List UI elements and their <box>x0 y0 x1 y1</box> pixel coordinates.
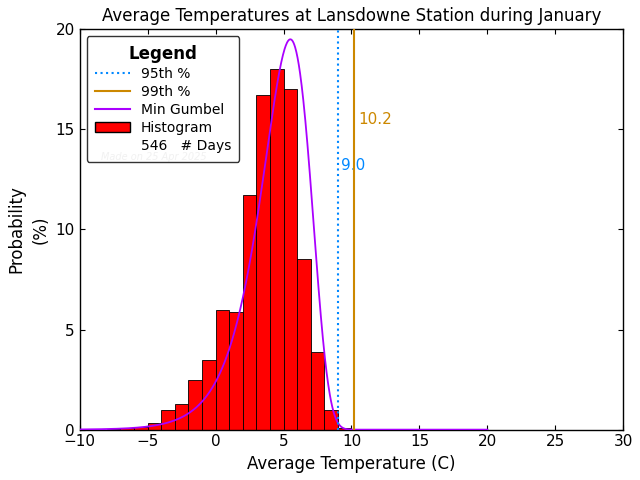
Bar <box>175 404 188 430</box>
Bar <box>188 380 202 430</box>
Bar <box>297 260 310 430</box>
Text: 9.0: 9.0 <box>340 158 365 173</box>
Bar <box>270 69 284 430</box>
Bar <box>216 310 229 430</box>
Bar <box>202 360 216 430</box>
Bar <box>243 195 257 430</box>
Bar <box>310 351 324 430</box>
Text: 10.2: 10.2 <box>358 112 392 127</box>
Bar <box>324 409 338 430</box>
Bar <box>120 428 134 430</box>
Bar <box>229 312 243 430</box>
Bar <box>257 96 270 430</box>
Text: Made on 25 Apr 2025: Made on 25 Apr 2025 <box>101 152 207 162</box>
Title: Average Temperatures at Lansdowne Station during January: Average Temperatures at Lansdowne Statio… <box>102 7 601 25</box>
Y-axis label: Probability
(%): Probability (%) <box>7 186 50 274</box>
Bar <box>284 89 297 430</box>
Bar <box>338 428 351 430</box>
Bar <box>134 427 148 430</box>
Bar <box>107 429 120 430</box>
X-axis label: Average Temperature (C): Average Temperature (C) <box>247 455 456 473</box>
Legend: 95th %, 99th %, Min Gumbel, Histogram, 546   # Days: 95th %, 99th %, Min Gumbel, Histogram, 5… <box>86 36 239 162</box>
Bar <box>148 422 161 430</box>
Bar <box>161 409 175 430</box>
